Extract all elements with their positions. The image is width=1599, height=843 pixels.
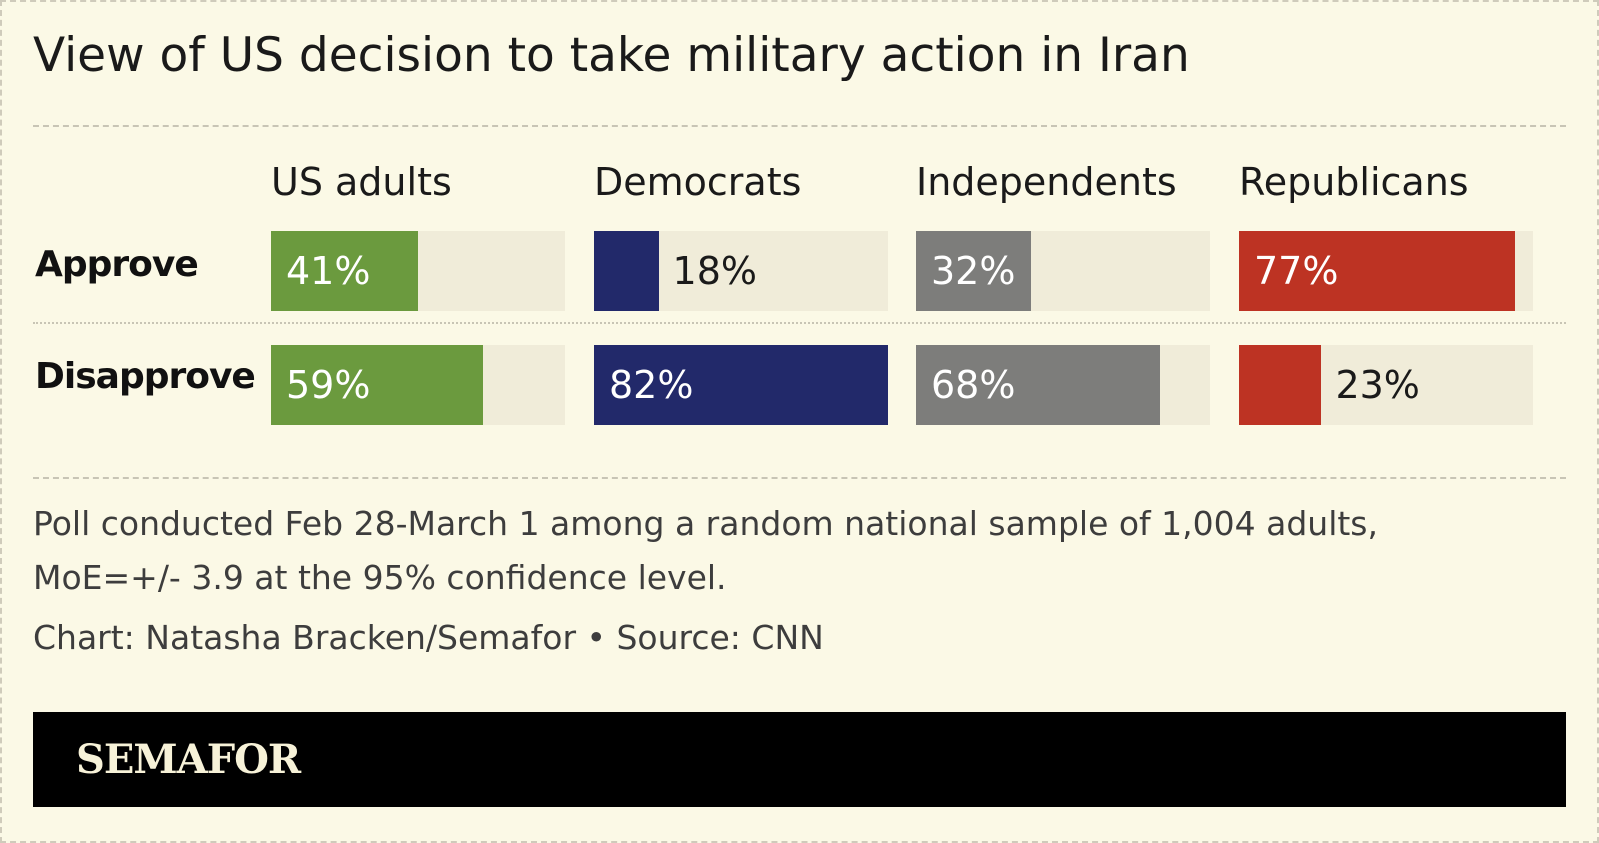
column-header-republicans: Republicans [1239, 160, 1469, 204]
bar-track-disapprove-republicans: 23% [1239, 345, 1533, 425]
bar-track-disapprove-us-adults: 59% [271, 345, 565, 425]
bar-approve-republicans [1239, 231, 1516, 311]
row-divider [33, 322, 1566, 324]
chart-title: View of US decision to take military act… [33, 28, 1190, 83]
row-label-disapprove: Disapprove [35, 356, 256, 397]
bar-track-approve-us-adults: 41% [271, 231, 565, 311]
bar-track-disapprove-democrats: 82% [594, 345, 888, 425]
bar-approve-independents [916, 231, 1031, 311]
column-header-independents: Independents [916, 160, 1177, 204]
bar-disapprove-us-adults [271, 345, 483, 425]
bar-approve-democrats [594, 231, 659, 311]
bar-value-disapprove-democrats: 82% [609, 363, 694, 407]
bar-track-approve-republicans: 77% [1239, 231, 1533, 311]
bar-value-approve-democrats: 18% [672, 249, 757, 293]
bar-disapprove-independents [916, 345, 1160, 425]
footer-bar: SEMAFOR [33, 712, 1566, 807]
bar-track-approve-independents: 32% [916, 231, 1210, 311]
bar-disapprove-republicans [1239, 345, 1322, 425]
bar-value-approve-independents: 32% [931, 249, 1016, 293]
methodology-note: Poll conducted Feb 28-March 1 among a ra… [33, 504, 1378, 597]
bar-track-approve-democrats: 18% [594, 231, 888, 311]
bar-value-approve-republicans: 77% [1254, 249, 1339, 293]
bar-value-approve-us-adults: 41% [286, 249, 371, 293]
bar-track-disapprove-independents: 68% [916, 345, 1210, 425]
column-header-us-adults: US adults [271, 160, 452, 204]
semafor-logo: SEMAFOR [76, 736, 301, 783]
bar-value-disapprove-republicans: 23% [1335, 363, 1420, 407]
column-header-democrats: Democrats [594, 160, 802, 204]
row-label-approve: Approve [35, 244, 199, 285]
bar-disapprove-democrats [594, 345, 888, 425]
bar-value-disapprove-us-adults: 59% [286, 363, 371, 407]
chart-credit: Chart: Natasha Bracken/Semafor • Source:… [33, 618, 824, 657]
divider-bottom [33, 477, 1566, 479]
bar-approve-us-adults [271, 231, 418, 311]
bar-value-disapprove-independents: 68% [931, 363, 1016, 407]
divider-top [33, 125, 1566, 127]
